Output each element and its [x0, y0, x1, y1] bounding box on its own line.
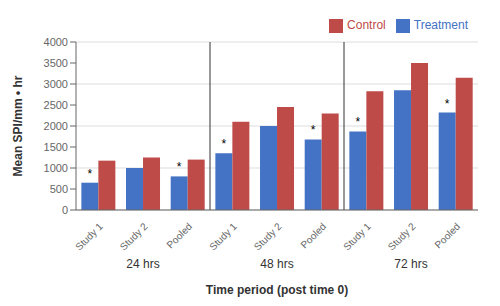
html-text:Control: Control: [347, 18, 386, 32]
svg-text:*: *: [445, 97, 450, 111]
svg-text:2000: 2000: [44, 120, 68, 132]
svg-text:1500: 1500: [44, 141, 68, 153]
svg-text:*: *: [177, 160, 182, 174]
svg-text:2500: 2500: [44, 99, 68, 111]
svg-text:Study 1: Study 1: [73, 220, 105, 252]
svg-text:Pooled: Pooled: [432, 221, 462, 251]
svg-text:Time period (post time 0): Time period (post time 0): [206, 283, 348, 297]
svg-text:500: 500: [50, 183, 68, 195]
svg-text:4000: 4000: [44, 36, 68, 48]
svg-text:Study 1: Study 1: [207, 220, 239, 252]
svg-text:48 hrs: 48 hrs: [260, 257, 293, 271]
svg-text:3500: 3500: [44, 57, 68, 69]
svg-text:Study 2: Study 2: [386, 220, 418, 252]
svg-text:Study 2: Study 2: [252, 220, 284, 252]
svg-text:Study 2: Study 2: [118, 220, 150, 252]
svg-text:Study 1: Study 1: [341, 220, 373, 252]
svg-text:*: *: [356, 115, 361, 129]
svg-text:Mean SPI/mm • hr: Mean SPI/mm • hr: [11, 75, 25, 176]
html-text:Treatment: Treatment: [413, 18, 468, 32]
svg-text:Pooled: Pooled: [298, 221, 328, 251]
svg-text:*: *: [88, 167, 93, 181]
svg-text:1000: 1000: [44, 162, 68, 174]
svg-text:*: *: [311, 123, 316, 137]
svg-text:0: 0: [62, 204, 68, 216]
svg-text:Pooled: Pooled: [164, 221, 194, 251]
svg-text:72 hrs: 72 hrs: [394, 257, 427, 271]
svg-text:3000: 3000: [44, 78, 68, 90]
svg-text:24 hrs: 24 hrs: [126, 257, 159, 271]
svg-text:*: *: [222, 137, 227, 151]
